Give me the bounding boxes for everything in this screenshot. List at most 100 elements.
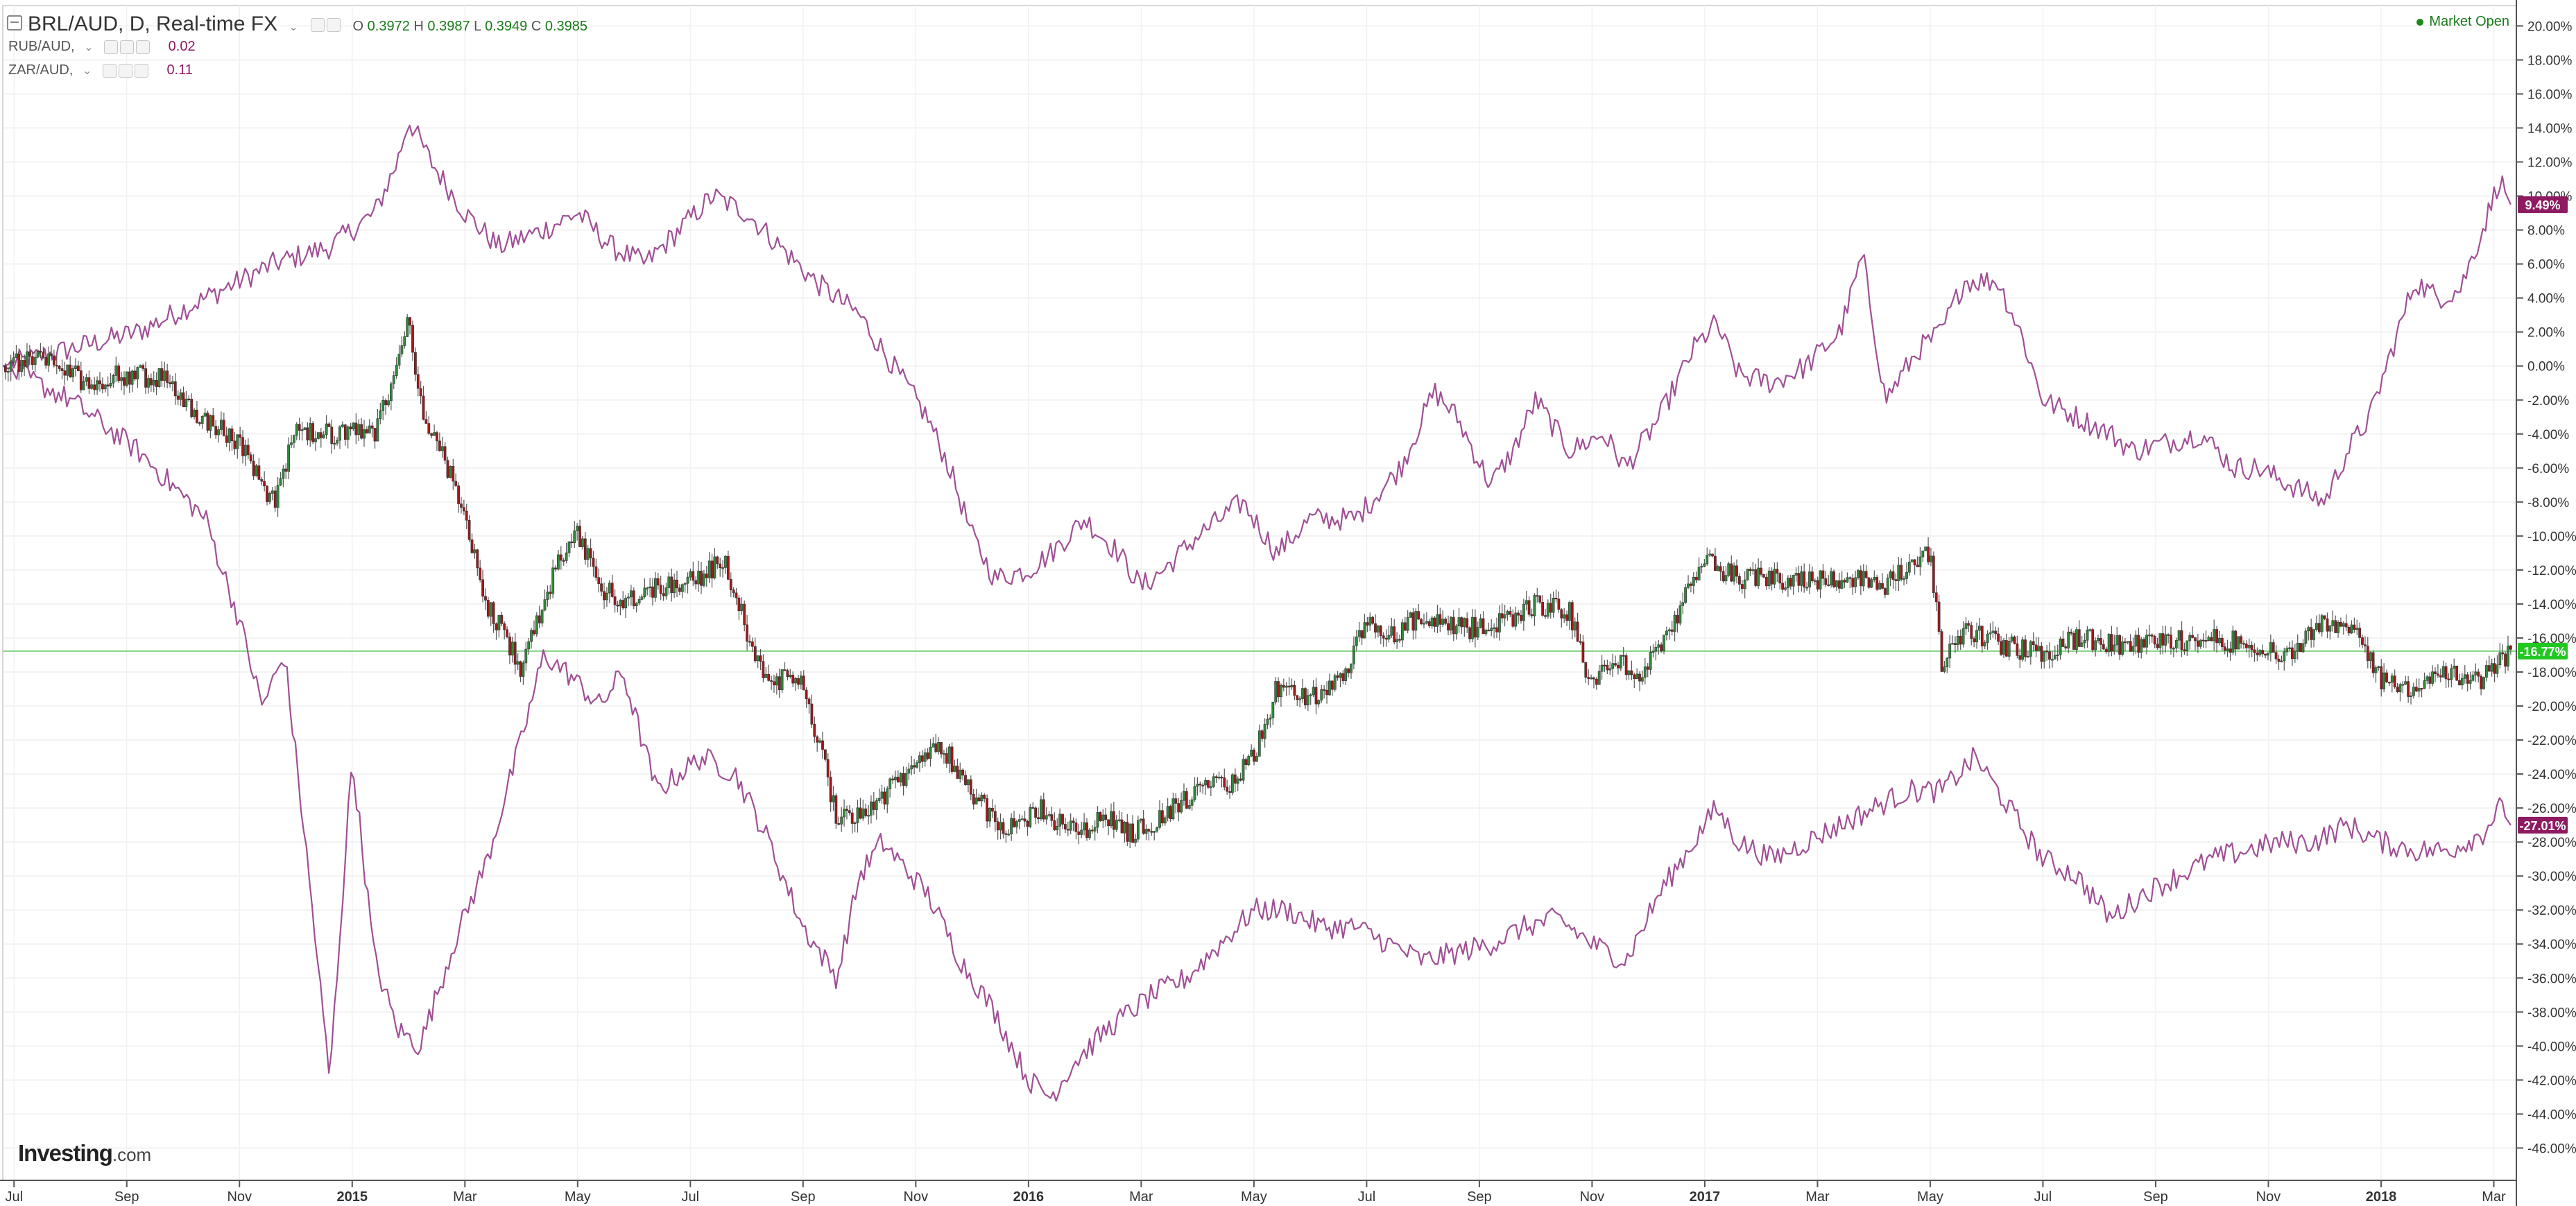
candle-body	[2323, 615, 2326, 619]
candle-body	[2487, 665, 2491, 672]
settings-icon[interactable]	[102, 63, 117, 78]
candle	[786, 669, 789, 681]
candle	[433, 424, 436, 436]
candle	[737, 595, 741, 620]
candle	[516, 653, 520, 671]
close-icon[interactable]	[134, 63, 148, 78]
candle	[643, 578, 646, 599]
candle-body	[489, 602, 492, 617]
candle-body	[69, 364, 72, 377]
candle-body	[1660, 644, 1663, 652]
chevron-down-icon[interactable]: ⌄	[84, 42, 94, 53]
candle-body	[861, 808, 865, 819]
candle	[1635, 668, 1639, 680]
candle	[489, 602, 492, 626]
candle	[2504, 651, 2507, 674]
candle	[578, 519, 581, 547]
candle	[1921, 550, 1925, 562]
candle	[241, 430, 244, 464]
time-axis[interactable]: Jul Sep Nov 2015 Mar May Jul Sep Nov 2016 Mar May Ju…	[0, 1180, 2516, 1205]
candle-body	[2374, 667, 2378, 673]
candle	[1493, 623, 1496, 639]
hide-icon[interactable]	[118, 63, 132, 78]
candle	[510, 637, 514, 663]
price-badge: 9.49%	[2518, 196, 2568, 214]
candle-body	[1104, 814, 1108, 820]
compare-legend-rub[interactable]: RUB/AUD, ⌄ 0.02	[8, 39, 196, 55]
candle-body	[931, 743, 935, 748]
candle	[891, 775, 895, 784]
candle-body	[1285, 685, 1288, 688]
candle-body	[840, 816, 843, 825]
x-tick-label: Jul	[1358, 1189, 1376, 1205]
candle-body	[1808, 571, 1811, 587]
candle	[2293, 644, 2296, 663]
candle	[700, 562, 703, 594]
price-axis[interactable]: 20.00%18.00%16.00%14.00%12.00%10.00%8.00…	[2516, 0, 2576, 1206]
candle	[1927, 537, 1930, 565]
candle-body	[327, 423, 331, 427]
compare-legend-zar[interactable]: ZAR/AUD, ⌄ 0.11	[8, 62, 193, 78]
candle-body	[834, 795, 838, 824]
candle-body	[850, 812, 854, 824]
chevron-down-icon[interactable]: ⌄	[289, 21, 298, 33]
x-tick-label: Jul	[5, 1189, 23, 1205]
main-series-legend[interactable]: BRL/AUD, D, Real-time FX ⌄ O 0.3972 H 0.…	[28, 12, 587, 36]
candle	[2317, 614, 2321, 634]
candle-body	[206, 413, 209, 431]
candle-body	[1886, 578, 1889, 595]
candle-body	[1857, 570, 1860, 578]
candle-body	[1320, 689, 1323, 700]
settings-icon[interactable]	[104, 40, 119, 54]
candle	[82, 376, 85, 390]
candle-body	[2504, 653, 2507, 667]
candle-body	[2129, 641, 2132, 652]
candle	[1619, 654, 1622, 671]
chevron-down-icon[interactable]: ⌄	[82, 65, 92, 77]
candle-body	[1835, 580, 1838, 587]
candle-body	[1773, 569, 1776, 585]
candle-body	[2390, 675, 2394, 683]
settings-icon[interactable]	[311, 18, 325, 33]
candle-body	[543, 599, 547, 611]
candle-body	[1325, 689, 1328, 696]
candle	[1269, 714, 1272, 728]
hide-icon[interactable]	[120, 40, 135, 54]
candle	[2129, 634, 2132, 653]
candle	[206, 410, 209, 433]
candle	[1614, 655, 1617, 667]
y-tick-label: 16.00%	[2527, 87, 2573, 102]
candle-body	[1730, 563, 1733, 582]
candle-body	[554, 567, 557, 570]
candle-body	[613, 596, 617, 605]
candle-body	[1371, 617, 1375, 624]
candle	[1128, 823, 1132, 849]
candle-body	[1323, 689, 1326, 691]
candle-body	[1226, 786, 1229, 792]
hide-icon[interactable]	[327, 18, 341, 33]
candle-body	[2463, 674, 2466, 679]
candle	[1357, 621, 1361, 642]
candle	[1161, 802, 1164, 826]
candle-body	[1961, 628, 1965, 645]
candle-body	[1617, 664, 1620, 669]
candle	[899, 772, 902, 787]
candle	[257, 458, 261, 481]
candle-body	[980, 795, 984, 802]
candle-body	[1401, 622, 1404, 641]
candle	[729, 572, 732, 597]
candle-body	[2067, 631, 2070, 649]
candle-body	[1083, 822, 1086, 831]
legend-collapse-icon[interactable]	[7, 15, 22, 31]
candle-body	[1800, 571, 1803, 586]
close-icon[interactable]	[136, 40, 151, 54]
candle	[2272, 639, 2275, 653]
candle-body	[1819, 570, 1822, 589]
candle	[1711, 553, 1714, 558]
candle-body	[993, 811, 997, 822]
candle	[2288, 641, 2292, 652]
candle	[1214, 775, 1218, 784]
candle-body	[1918, 556, 1922, 567]
price-badge: -27.01%	[2518, 816, 2568, 834]
